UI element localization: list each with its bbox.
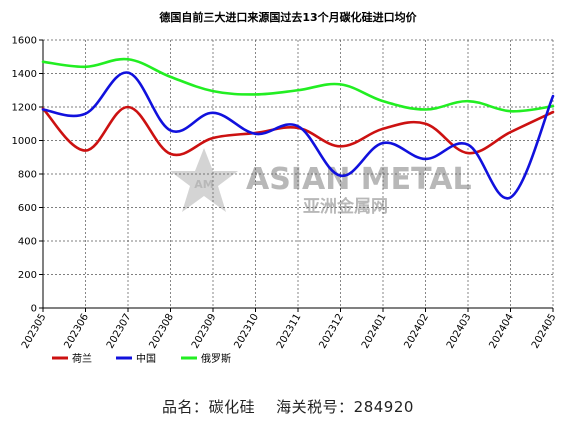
legend: 荷兰 中国 俄罗斯	[52, 352, 231, 365]
ytick-label-1400: 1400	[12, 69, 37, 80]
watermark-brand: ASIAN METAL	[246, 162, 472, 197]
xtick-label-202405: 202405	[530, 312, 559, 351]
xtick-label-202309: 202309	[190, 312, 219, 351]
y-axis-ticks: 0 200 400 600 800 1000 1200 1400 1600	[12, 36, 43, 315]
xtick-label-202306: 202306	[62, 312, 91, 351]
xtick-label-202312: 202312	[317, 312, 346, 351]
legend-label-1: 荷兰	[72, 352, 92, 365]
grid	[43, 39, 554, 308]
watermark: AM ASIAN METAL 亚洲金属网	[170, 148, 472, 217]
xtick-label-202305: 202305	[20, 312, 49, 351]
footer: 品名：碳化硅 海关税号：284920	[0, 396, 576, 417]
xtick-label-202308: 202308	[147, 312, 176, 351]
series-line-2	[41, 71, 555, 200]
xtick-label-202311: 202311	[275, 312, 304, 351]
xtick-label-202307: 202307	[105, 312, 134, 351]
ytick-label-1000: 1000	[12, 136, 37, 147]
ytick-label-1200: 1200	[12, 103, 37, 114]
hs-code-label: 海关税号：	[276, 398, 354, 416]
xtick-label-202310: 202310	[232, 312, 261, 351]
xtick-label-202404: 202404	[487, 312, 516, 351]
legend-label-2: 中国	[136, 352, 156, 365]
watermark-logo: AM	[170, 148, 238, 212]
watermark-logo-text: AM	[194, 178, 213, 191]
series-line-1	[41, 105, 555, 157]
chart-title: 德国自前三大进口来源国过去13个月碳化硅进口均价	[158, 10, 417, 24]
xtick-label-202403: 202403	[445, 312, 474, 351]
xtick-label-202401: 202401	[360, 312, 389, 351]
product-label: 品名：	[162, 398, 209, 416]
series-lines	[41, 57, 555, 200]
hs-code-value: 284920	[353, 398, 414, 416]
xtick-label-202402: 202402	[402, 312, 431, 351]
legend-label-3: 俄罗斯	[201, 352, 231, 365]
ytick-label-200: 200	[18, 270, 37, 281]
watermark-brand-cn: 亚洲金属网	[303, 196, 388, 217]
ytick-label-400: 400	[18, 237, 37, 248]
ytick-label-0: 0	[31, 304, 37, 315]
ytick-label-800: 800	[18, 170, 37, 181]
ytick-label-1600: 1600	[12, 36, 37, 47]
x-axis-ticks: 202305 202306 202307 202308 202309 202310 2023…	[20, 308, 559, 351]
product-value: 碳化硅	[208, 398, 256, 416]
ytick-label-600: 600	[18, 203, 37, 214]
